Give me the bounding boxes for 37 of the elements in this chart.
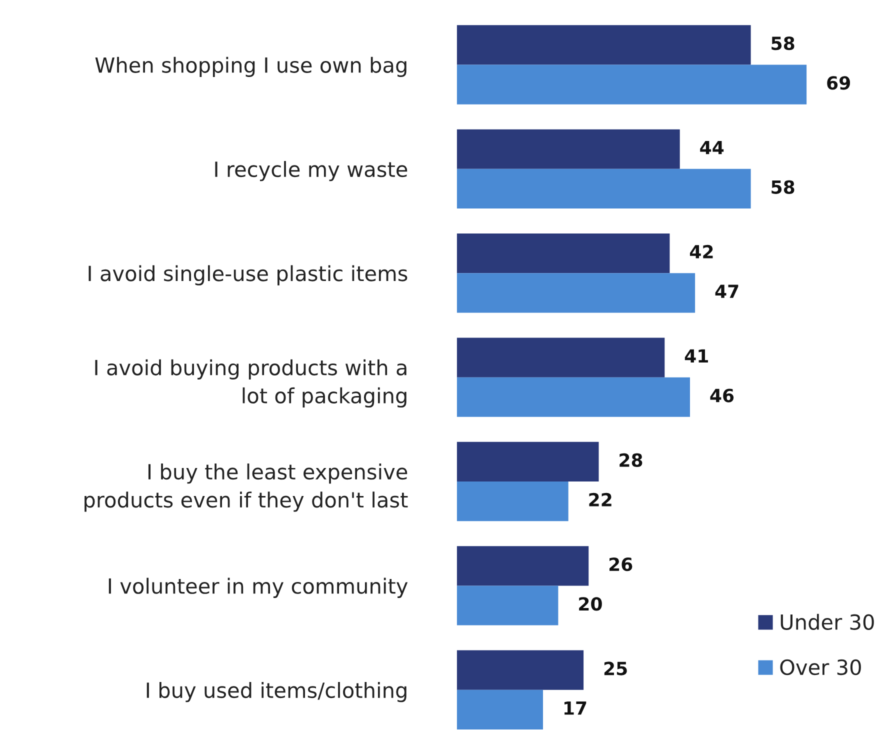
- bar: [456, 546, 589, 586]
- bar: [456, 650, 584, 690]
- bar: [456, 690, 543, 730]
- data-label: 58: [772, 180, 794, 194]
- y-tick-label: When shopping I use own bag: [95, 56, 406, 77]
- data-label: 22: [589, 492, 612, 506]
- bar: [456, 586, 558, 626]
- data-label: 47: [715, 284, 738, 298]
- data-label: 25: [604, 662, 627, 676]
- legend-label: Under 30: [780, 614, 874, 630]
- bar: [456, 129, 680, 169]
- y-tick-label: I recycle my waste: [215, 161, 408, 182]
- bar: [456, 482, 568, 522]
- y-tick-label: I avoid single-use plastic items: [88, 265, 408, 286]
- bar: [456, 377, 690, 417]
- bar: [456, 442, 599, 482]
- y-tick-label: I buy used items/clothing: [146, 682, 406, 702]
- bar: [456, 168, 751, 209]
- bar: [456, 25, 751, 65]
- data-label: 28: [620, 453, 642, 467]
- bar: [456, 64, 807, 104]
- bar: [456, 338, 665, 378]
- y-tick-label: I buy the least expensive products even if they don't last: [84, 464, 408, 512]
- bar: [456, 234, 670, 274]
- data-label: 44: [700, 140, 724, 154]
- data-label: 26: [609, 557, 632, 572]
- data-label: 58: [772, 36, 794, 50]
- data-label: 69: [827, 76, 850, 90]
- bar: [456, 273, 696, 313]
- y-tick-label: I avoid buying products with a lot of packaging: [95, 359, 406, 408]
- legend-label: Over 30: [780, 659, 861, 676]
- data-label: 20: [579, 597, 602, 611]
- y-tick-label: I volunteer in my community: [108, 578, 408, 598]
- data-label: 17: [564, 702, 586, 715]
- data-label: 46: [710, 388, 734, 402]
- data-label: 41: [684, 349, 708, 362]
- data-label: 42: [690, 244, 713, 258]
